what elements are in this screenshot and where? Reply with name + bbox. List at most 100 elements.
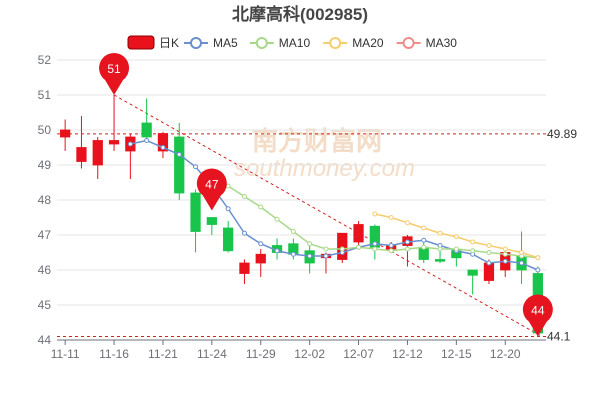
watermark-cn: 南方财富网: [252, 126, 382, 156]
legend-label: MA20: [352, 36, 384, 50]
y-tick-label: 46: [38, 263, 52, 277]
ma20-point: [437, 230, 443, 236]
legend-item-candle[interactable]: 日K: [127, 35, 179, 50]
candle-body: [255, 253, 266, 264]
legend-ma5-marker: [190, 37, 202, 49]
ma10-point: [274, 216, 280, 222]
ma5-point: [144, 138, 150, 143]
candle-body: [239, 262, 250, 274]
y-tick-label: 45: [38, 298, 52, 312]
ma5-point: [193, 164, 199, 170]
ma10-point: [258, 204, 264, 210]
legend-item-ma30[interactable]: MA30: [396, 36, 458, 50]
candle-body: [141, 122, 152, 138]
min-value-label: 44: [531, 304, 545, 318]
ma10-point: [421, 244, 427, 250]
ma10-point: [323, 246, 329, 252]
candle-body: [483, 262, 495, 281]
legend-item-ma10[interactable]: MA10: [249, 36, 311, 50]
candle-body: [60, 129, 71, 138]
candle-body: [223, 227, 234, 252]
x-tick-label: 11-24: [197, 347, 227, 361]
ma20-point: [421, 225, 427, 231]
grid: [57, 59, 546, 341]
ma20-point: [470, 239, 476, 245]
legend-label: MA30: [426, 36, 458, 50]
y-tick-label: 52: [38, 53, 52, 67]
ma10-point: [486, 250, 492, 255]
ma10-point: [356, 244, 362, 250]
x-tick-label: 12-20: [490, 347, 521, 361]
ma20-point: [404, 220, 410, 226]
legend-label: MA5: [213, 36, 238, 50]
ma5-point: [127, 141, 133, 147]
candle-body: [353, 224, 364, 243]
watermark: 南方财富网 southmoney.com: [234, 126, 415, 182]
trend-line: [113, 94, 543, 337]
candle-body: [76, 147, 87, 162]
legend-ma30-marker: [402, 37, 415, 49]
ma10-point: [290, 229, 296, 234]
ma5-point: [258, 241, 264, 247]
legend-ma10-marker: [255, 37, 268, 49]
max-value-pin: [99, 53, 130, 95]
ma10-point: [241, 194, 247, 199]
candle-body: [92, 140, 103, 166]
ma5-point: [160, 145, 166, 150]
ma5-line: [130, 139, 539, 271]
ma10-point: [502, 251, 508, 257]
x-tick-label: 12-07: [343, 347, 374, 361]
x-tick-label: 11-29: [246, 347, 276, 361]
candle-body: [337, 232, 348, 260]
ma5-point: [502, 258, 508, 264]
ma10-point: [388, 248, 394, 254]
reference-lines: 49.89 44.1: [57, 94, 577, 344]
legend-ma20-marker: [329, 37, 342, 49]
y-tick-label: 47: [38, 228, 52, 242]
ma5-point: [421, 237, 427, 243]
ma5-point: [225, 206, 231, 212]
x-tick-label: 11-16: [99, 347, 129, 361]
axes: 44 45 46 47 48 49 50 51 52 11-11 11-16 11-21 11-24 11…: [38, 53, 546, 361]
ma10-point: [453, 246, 459, 252]
legend-item-ma5[interactable]: MA5: [184, 36, 238, 50]
ma5-point: [274, 248, 280, 254]
ma5-point: [535, 267, 541, 273]
ma20-point: [519, 250, 525, 255]
mid-value-label: 47: [205, 178, 219, 192]
y-tick-label: 44: [38, 333, 52, 347]
legend-item-ma20[interactable]: MA20: [323, 36, 384, 50]
legend-candle-icon: [127, 35, 155, 50]
candle-body: [157, 133, 169, 152]
x-tick-label: 11-21: [148, 347, 178, 361]
ma20-point: [453, 234, 459, 240]
ma10-point: [339, 246, 345, 252]
value-markers: 51 47 44: [99, 53, 553, 337]
ma5-point: [519, 260, 525, 266]
ma20-point: [486, 243, 492, 248]
y-tick-label: 48: [38, 193, 52, 207]
reference-label-low: 44.1: [547, 330, 571, 344]
reference-label-high: 49.89: [547, 127, 577, 141]
watermark-en: southmoney.com: [234, 155, 415, 182]
ma20-point: [502, 246, 508, 252]
ma10-point: [437, 246, 443, 252]
legend-label: MA10: [279, 36, 311, 50]
candle-body: [206, 217, 217, 225]
min-value-pin: [522, 294, 553, 337]
x-tick-label: 11-11: [51, 347, 80, 361]
ma10-point: [372, 246, 378, 252]
y-tick-label: 51: [38, 88, 52, 102]
x-tick-label: 12-02: [294, 347, 325, 361]
ma5-point: [388, 243, 394, 248]
ma5-point: [404, 239, 410, 245]
ma5-point: [307, 253, 313, 259]
ma20-point: [388, 215, 394, 220]
legend-label: 日K: [159, 36, 179, 50]
ma20-point: [535, 255, 541, 261]
x-tick-label: 12-12: [392, 347, 423, 361]
chart-title: 北摩高科(002985): [232, 4, 368, 24]
candle-body: [467, 269, 478, 276]
legend[interactable]: 日K MA5 MA10 MA20 MA30: [127, 35, 458, 50]
